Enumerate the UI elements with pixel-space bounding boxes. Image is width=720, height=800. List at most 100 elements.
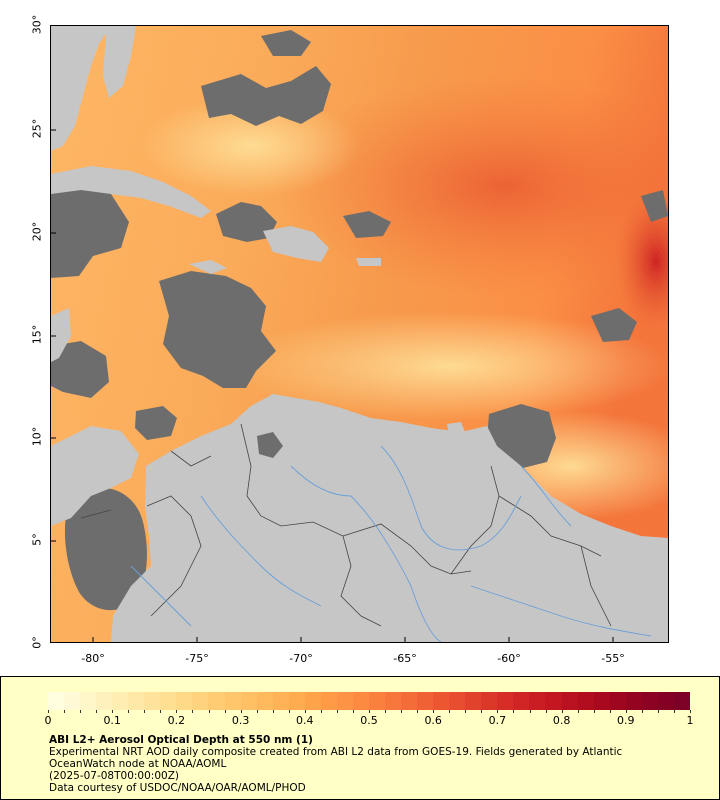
colorbar-minor-tick [48, 710, 49, 713]
colorbar-segment [352, 692, 369, 710]
colorbar-segment [256, 692, 273, 710]
colorbar-minor-tick [256, 710, 258, 713]
colorbar-segment [48, 692, 65, 710]
colorbar-minor-tick [577, 710, 579, 713]
colorbar-tick-label: 1 [686, 714, 694, 727]
colorbar-segment [545, 692, 562, 710]
y-tick-15: 15° [30, 324, 44, 345]
legend-panel: ABI L2+ Aerosol Optical Depth at 550 nm … [0, 676, 720, 800]
rivers [130, 445, 652, 642]
colorbar-segment [529, 692, 546, 710]
colorbar-segment [64, 692, 81, 710]
colorbar-segment [673, 692, 690, 710]
colorbar-minor-tick [417, 710, 419, 713]
colorbar-segment [609, 692, 626, 710]
colorbar [48, 692, 690, 710]
legend-text: ABI L2+ Aerosol Optical Depth at 550 nm … [49, 734, 622, 794]
colorbar-minor-tick [208, 710, 210, 713]
colorbar-minor-tick [497, 710, 499, 713]
land-masses [51, 26, 668, 642]
colorbar-segment [176, 692, 193, 710]
colorbar-minor-tick [481, 710, 483, 713]
colorbar-segment [401, 692, 418, 710]
colorbar-segment [481, 692, 498, 710]
colorbar-segment [304, 692, 321, 710]
map-ticks [51, 129, 614, 642]
colorbar-segment [192, 692, 209, 710]
colorbar-minor-tick [96, 710, 98, 713]
colorbar-minor-tick [673, 710, 675, 713]
colorbar-minor-tick [176, 710, 178, 713]
colorbar-tick-label: 0.8 [552, 714, 571, 727]
legend-description-cont: OceanWatch node at NOAA/AOML [49, 758, 227, 770]
legend-description: Experimental NRT AOD daily composite cre… [49, 746, 623, 758]
colorbar-segment [368, 692, 385, 710]
y-tick-25: 25° [30, 118, 44, 139]
colorbar-minor-tick [513, 710, 515, 713]
colorbar-minor-tick [625, 710, 627, 713]
colorbar-minor-tick [192, 710, 194, 713]
colorbar-minor-tick [160, 710, 162, 713]
colorbar-minor-tick [304, 710, 306, 713]
colorbar-segment [240, 692, 257, 710]
x-tick-60: -60° [497, 652, 521, 665]
colorbar-segment [272, 692, 289, 710]
colorbar-tick-label: 0.5 [360, 714, 378, 727]
aod-map [50, 25, 669, 643]
colorbar-segment [96, 692, 113, 710]
y-tick-10: 10° [30, 426, 44, 447]
y-tick-0: 0° [30, 636, 44, 649]
y-tick-30: 30° [30, 14, 44, 35]
colorbar-tick-label: 0 [44, 714, 52, 727]
colorbar-minor-tick [320, 710, 322, 713]
colorbar-minor-tick [529, 710, 531, 713]
colorbar-segment [625, 692, 642, 710]
x-tick-75: -75° [185, 652, 209, 665]
colorbar-segment [384, 692, 402, 710]
colorbar-segment [112, 692, 129, 710]
colorbar-segment [433, 692, 450, 710]
colorbar-segment [288, 692, 305, 710]
x-tick-65: -65° [393, 652, 417, 665]
colorbar-segment [513, 692, 530, 710]
colorbar-minor-tick [336, 710, 338, 713]
no-data-mask [51, 30, 668, 611]
colorbar-minor-tick [657, 710, 659, 713]
colorbar-minor-tick [224, 710, 226, 713]
colorbar-segment [80, 692, 97, 710]
legend-timestamp: (2025-07-08T00:00:00Z) [49, 770, 179, 782]
colorbar-segment [465, 692, 482, 710]
colorbar-segment [160, 692, 177, 710]
colorbar-segment [417, 692, 434, 710]
colorbar-minor-tick [369, 710, 370, 713]
colorbar-minor-tick [144, 710, 146, 713]
colorbar-minor-tick [385, 710, 387, 713]
colorbar-minor-tick [690, 710, 691, 713]
y-tick-20: 20° [30, 221, 44, 242]
colorbar-minor-tick [80, 710, 82, 713]
colorbar-minor-tick [545, 710, 547, 713]
x-tick-80: -80° [81, 652, 105, 665]
colorbar-minor-tick [64, 710, 66, 713]
colorbar-segment [561, 692, 578, 710]
colorbar-minor-tick [288, 710, 290, 713]
country-borders [80, 423, 612, 627]
colorbar-segment [449, 692, 466, 710]
colorbar-tick-label: 0.6 [424, 714, 442, 727]
colorbar-segment [128, 692, 145, 710]
colorbar-tick-label: 0.9 [617, 714, 635, 727]
colorbar-minor-tick [112, 710, 114, 713]
colorbar-segment [577, 692, 594, 710]
colorbar-minor-tick [352, 710, 354, 713]
colorbar-tick-label: 0.7 [488, 714, 507, 727]
colorbar-tick-label: 0.4 [296, 714, 314, 727]
colorbar-segment [497, 692, 514, 710]
colorbar-tick-label: 0.1 [103, 714, 121, 727]
colorbar-segment [641, 692, 658, 710]
colorbar-segment [336, 692, 353, 710]
legend-credit: Data courtesy of USDOC/NOAA/OAR/AOML/PHO… [49, 782, 306, 794]
colorbar-minor-tick [128, 710, 130, 713]
colorbar-minor-tick [465, 710, 467, 713]
colorbar-tick-label: 0.3 [231, 714, 250, 727]
y-tick-5: 5° [30, 533, 44, 546]
